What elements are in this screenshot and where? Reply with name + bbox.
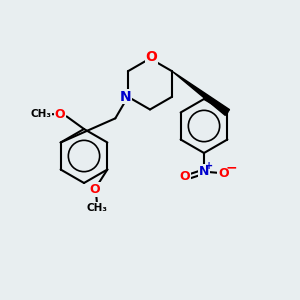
Text: O: O — [90, 183, 101, 196]
Polygon shape — [172, 71, 230, 116]
Text: +: + — [205, 160, 213, 171]
Text: O: O — [146, 50, 158, 64]
Text: O: O — [55, 107, 65, 121]
Text: N: N — [199, 165, 209, 178]
Text: CH₃: CH₃ — [31, 109, 52, 119]
Text: CH₃: CH₃ — [86, 203, 107, 213]
Text: O: O — [218, 167, 229, 180]
Text: −: − — [225, 161, 237, 175]
Text: N: N — [120, 90, 131, 104]
Text: O: O — [180, 170, 190, 184]
